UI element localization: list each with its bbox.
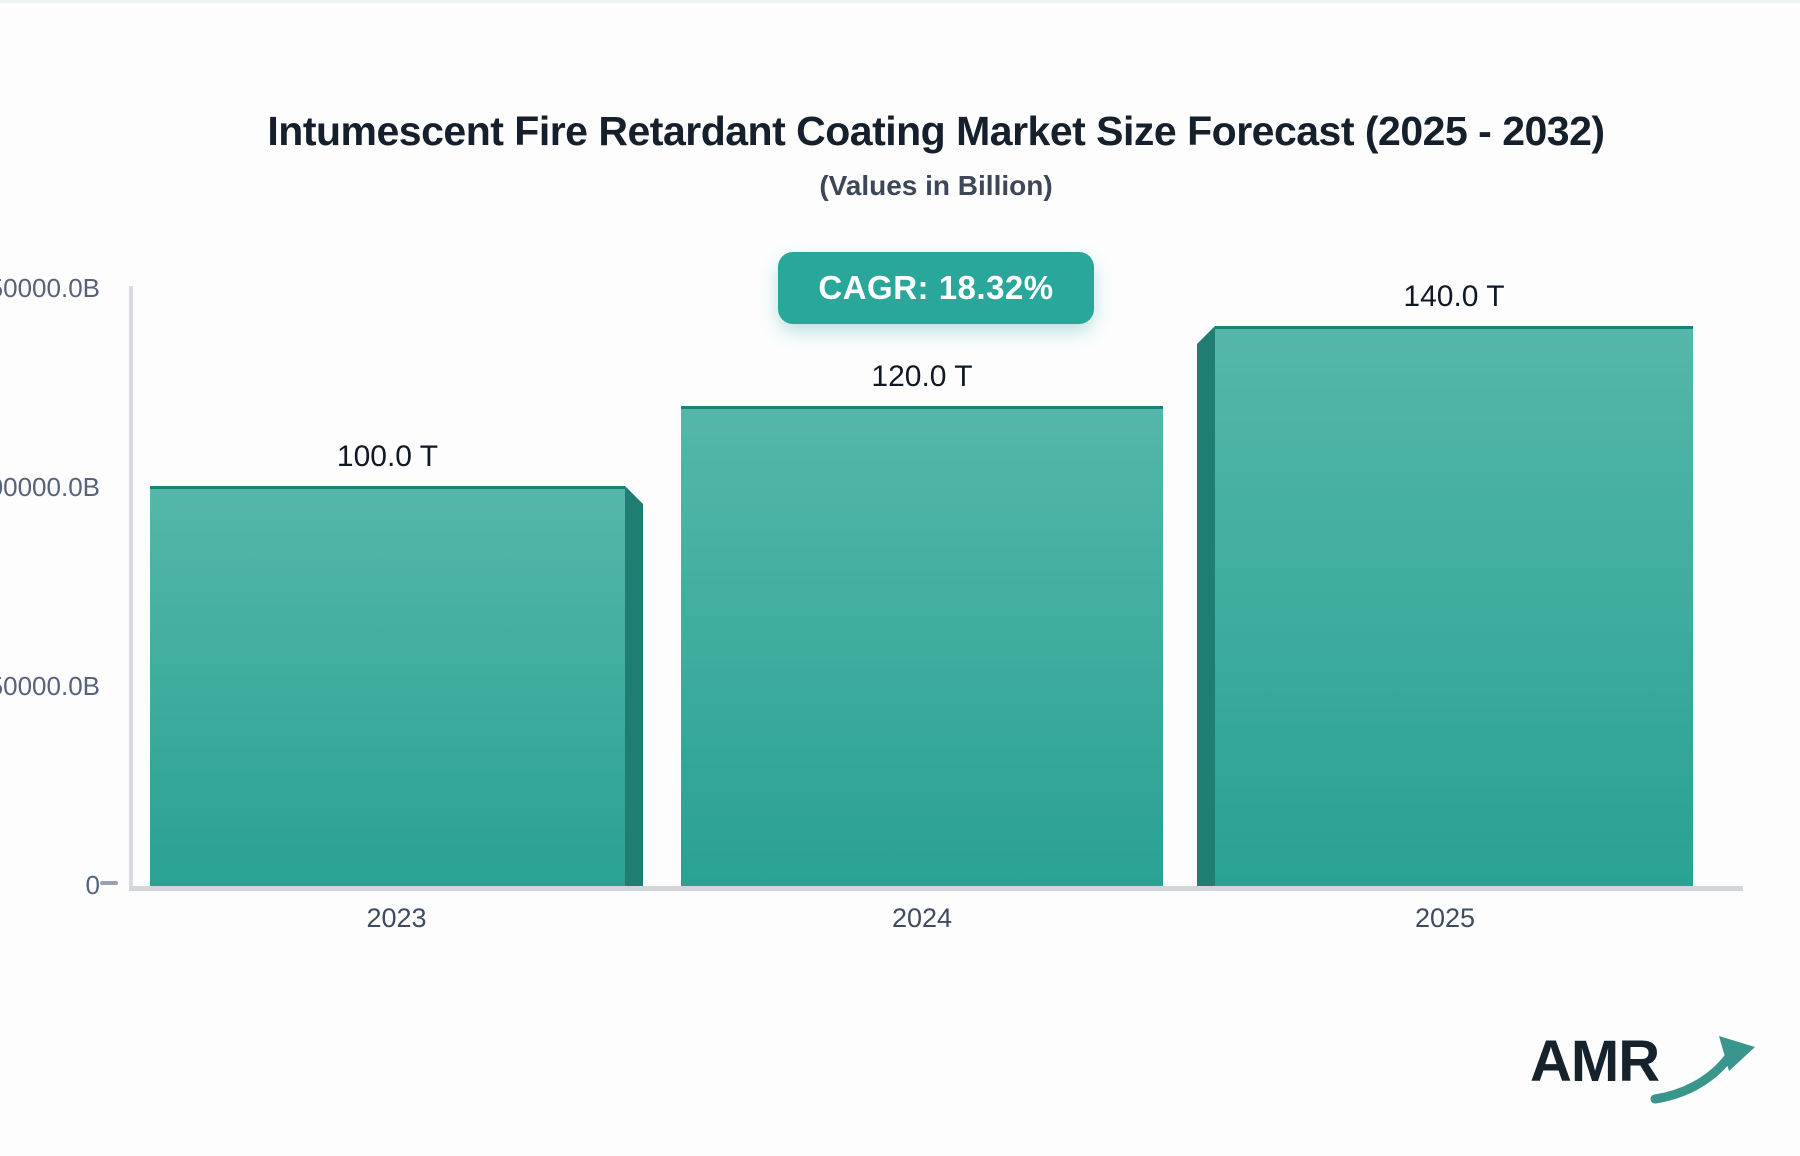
page-top-border: [0, 0, 1800, 3]
bar-2023-side-bevel: [625, 486, 643, 886]
bar-2024[interactable]: [681, 406, 1163, 886]
y-tick-label-0: 0: [85, 870, 100, 900]
amr-logo-text: AMR: [1530, 1029, 1660, 1094]
y-axis-line: [129, 286, 133, 888]
y-tick-label-150000: 50000.0B: [0, 273, 100, 303]
x-axis-baseline: [129, 886, 1743, 891]
x-tick-label-2023: 2023: [366, 903, 427, 933]
growth-arrow-icon: [1650, 1036, 1756, 1104]
bar-value-label-2023: 100.0 T: [336, 440, 439, 473]
bar-2023[interactable]: [150, 486, 625, 886]
cagr-badge-wrap: CAGR: 18.32%: [130, 252, 1742, 324]
chart-title: Intumescent Fire Retardant Coating Marke…: [267, 108, 1605, 154]
y-tick-label-100000: 00000.0B: [0, 472, 100, 502]
x-tick-label-2024: 2024: [891, 903, 953, 933]
x-tick-label-2025: 2025: [1414, 903, 1476, 933]
bar-2025-side-bevel: [1197, 326, 1215, 886]
bar-2025[interactable]: [1215, 326, 1693, 886]
bar-value-label-2025: 140.0 T: [1403, 280, 1505, 313]
cagr-badge: CAGR: 18.32%: [778, 252, 1094, 324]
y-tick-label-50000: 50000.0B: [0, 671, 100, 701]
amr-logo: AMR: [1530, 1030, 1759, 1106]
y-axis-zero-tick: [100, 881, 118, 885]
bar-value-label-2024: 120.0 T: [871, 360, 973, 393]
chart-subtitle: (Values in Billion): [819, 170, 1053, 201]
